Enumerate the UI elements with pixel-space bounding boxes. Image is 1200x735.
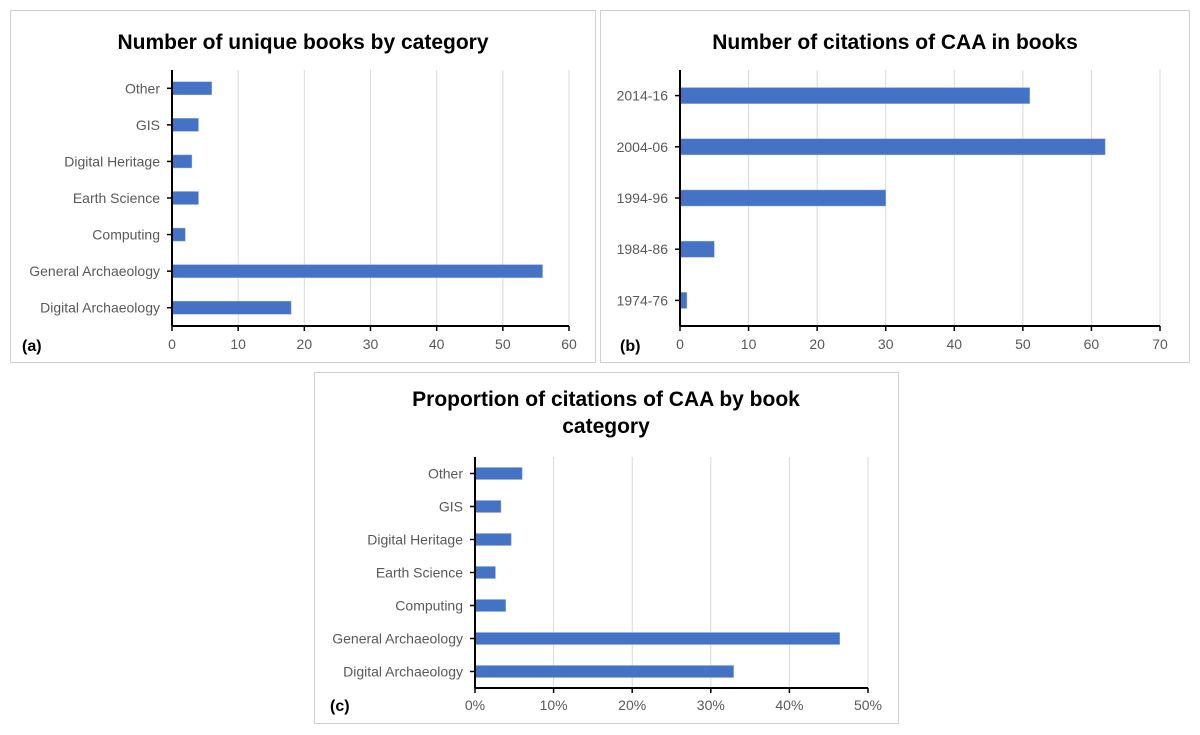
x-tick-label: 0: [168, 336, 176, 352]
bar: [171, 118, 199, 132]
bar: [474, 599, 506, 612]
category-label: Computing: [92, 227, 160, 243]
x-tick-label: 60: [561, 336, 577, 352]
bar: [474, 533, 512, 546]
category-label: 1984-86: [617, 241, 669, 257]
x-tick-label: 10%: [540, 697, 568, 713]
category-label: Digital Heritage: [64, 153, 160, 169]
bar: [474, 665, 734, 678]
category-label: Other: [428, 466, 463, 482]
x-tick-label: 20%: [618, 697, 646, 713]
panel-a: [10, 10, 596, 363]
category-label: Digital Heritage: [367, 532, 463, 548]
x-tick-label: 60: [1084, 336, 1100, 352]
bar: [171, 300, 292, 315]
chart-a-title: Number of unique books by category: [117, 31, 488, 54]
bar: [474, 500, 502, 513]
x-tick-label: 10: [230, 336, 246, 352]
x-tick-label: 50: [495, 336, 511, 352]
bar: [679, 138, 1106, 156]
bar: [171, 191, 199, 205]
x-tick-label: 30%: [697, 697, 725, 713]
x-tick-label: 30: [363, 336, 379, 352]
chart-a-plot: 0 10 20 30 40 50 60 Other GIS Digital Heritage Ear…: [29, 70, 577, 352]
bar: [679, 87, 1030, 104]
x-tick-label: 30: [878, 336, 894, 352]
bar: [171, 264, 543, 278]
chart-b-title: Number of citations of CAA in books: [712, 31, 1078, 54]
category-label: General Archaeology: [332, 631, 463, 647]
bar: [679, 292, 688, 309]
x-tick-label: 40: [946, 336, 962, 352]
category-label: Computing: [395, 598, 463, 614]
category-label: 1994-96: [617, 190, 669, 206]
chart-c-plot: 0% 10% 20% 30% 40% 50% Other GIS Digital Heritag…: [332, 457, 882, 713]
category-label: Earth Science: [376, 565, 463, 581]
bar: [171, 81, 212, 96]
panel-c-label: (c): [330, 698, 350, 715]
category-label: 2014-16: [617, 88, 669, 104]
panel-b: [600, 10, 1190, 363]
category-label: Other: [125, 80, 160, 96]
bar: [171, 154, 193, 169]
bar: [474, 467, 523, 480]
bar: [171, 227, 186, 242]
panel-a-label: (a): [22, 338, 42, 355]
x-tick-label: 20: [297, 336, 313, 352]
x-tick-label: 40: [429, 336, 445, 352]
category-label: General Archaeology: [29, 263, 160, 279]
x-tick-label: 10: [741, 336, 757, 352]
x-tick-label: 50%: [854, 697, 882, 713]
chart-c-title-line1: Proportion of citations of CAA by book: [412, 388, 800, 411]
category-label: Digital Archaeology: [40, 300, 160, 316]
x-tick-label: 70: [1152, 336, 1168, 352]
chart-b-plot: 0 10 20 30 40 50 60 70 2014-16 2004-06 1994-96 1984…: [617, 70, 1168, 352]
panel-c: [314, 372, 899, 724]
x-tick-label: 40%: [775, 697, 803, 713]
x-tick-label: 0: [676, 336, 684, 352]
x-tick-label: 20: [809, 336, 825, 352]
bar: [679, 240, 715, 258]
x-tick-label: 0%: [465, 697, 485, 713]
category-label: 1974-76: [617, 292, 669, 308]
category-label: GIS: [136, 117, 160, 133]
category-label: 2004-06: [617, 139, 669, 155]
bar: [474, 566, 496, 579]
panel-b-label: (b): [620, 338, 640, 355]
bar: [679, 189, 886, 207]
category-label: GIS: [439, 499, 463, 515]
category-label: Digital Archaeology: [343, 664, 463, 680]
chart-c-title-line2: category: [562, 415, 650, 438]
category-label: Earth Science: [73, 190, 160, 206]
bar: [474, 632, 840, 645]
x-tick-label: 50: [1015, 336, 1031, 352]
